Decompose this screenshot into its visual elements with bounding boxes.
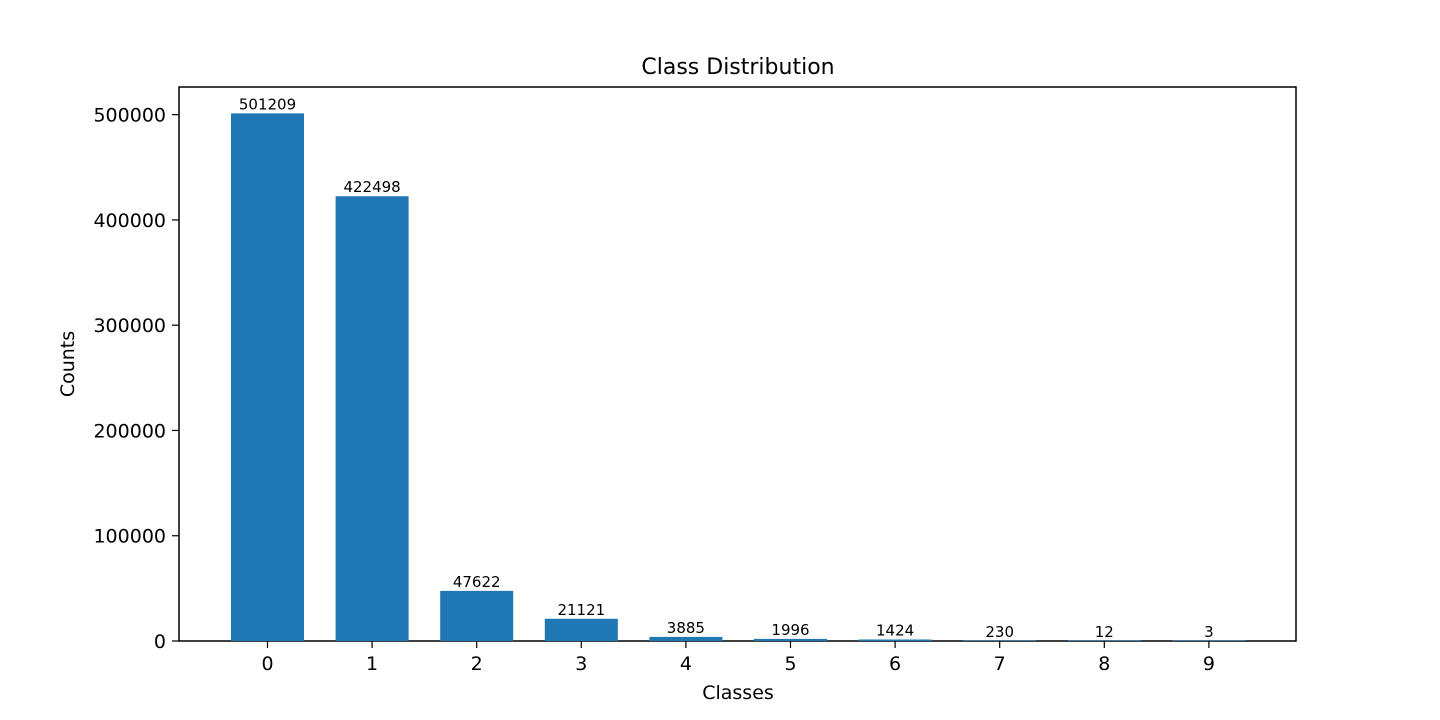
bar-class-1 — [335, 196, 409, 641]
x-tick-label: 6 — [889, 653, 901, 675]
x-tick-label: 5 — [784, 653, 796, 675]
bar-value-label: 422498 — [343, 178, 400, 196]
bar-class-2 — [440, 590, 514, 641]
bar-value-label: 3 — [1204, 623, 1214, 641]
x-tick-label: 1 — [366, 653, 378, 675]
bar-class-0 — [231, 113, 304, 642]
chart-title: Class Distribution — [641, 55, 834, 80]
plot-area-frame — [178, 86, 1297, 642]
y-tick-label: 100000 — [93, 526, 166, 548]
x-tick-label: 0 — [261, 653, 273, 675]
x-axis-label: Classes — [702, 682, 774, 704]
bar-value-label: 230 — [985, 623, 1014, 641]
bar-value-label: 21121 — [557, 601, 605, 619]
y-tick-label: 0 — [154, 631, 166, 653]
bar-class-9 — [1172, 640, 1246, 641]
bar-class-8 — [1067, 640, 1141, 641]
bar-value-label: 1424 — [876, 622, 914, 640]
y-axis: 0 100000 200000 300000 400000 500000 — [93, 105, 179, 653]
bar-class-4 — [649, 636, 723, 641]
y-axis-label: Counts — [57, 331, 79, 397]
bar-value-label: 501209 — [239, 95, 296, 113]
bar-value-label: 1996 — [771, 621, 809, 639]
bar-data-labels: 501209 422498 47622 21121 3885 1996 1424 230 12 3 — [239, 95, 1214, 641]
bar-series — [231, 113, 1246, 642]
x-tick-label: 2 — [471, 653, 483, 675]
bar-value-label: 12 — [1095, 623, 1114, 641]
bar-class-6 — [858, 639, 932, 641]
y-tick-label: 300000 — [93, 315, 166, 337]
bar-class-5 — [754, 638, 827, 641]
x-tick-label: 7 — [994, 653, 1006, 675]
x-tick-label: 8 — [1098, 653, 1110, 675]
bar-class-3 — [544, 618, 618, 641]
x-tick-label: 4 — [680, 653, 692, 675]
x-tick-label: 3 — [575, 653, 587, 675]
y-tick-label: 500000 — [93, 105, 166, 127]
x-axis: 0 1 2 3 4 5 6 7 8 9 — [261, 641, 1215, 675]
x-tick-label: 9 — [1203, 653, 1215, 675]
bar-value-label: 47622 — [453, 573, 501, 591]
bar-value-label: 3885 — [667, 619, 705, 637]
y-tick-label: 400000 — [93, 210, 166, 232]
y-tick-label: 200000 — [93, 420, 166, 442]
bar-class-7 — [963, 640, 1037, 641]
